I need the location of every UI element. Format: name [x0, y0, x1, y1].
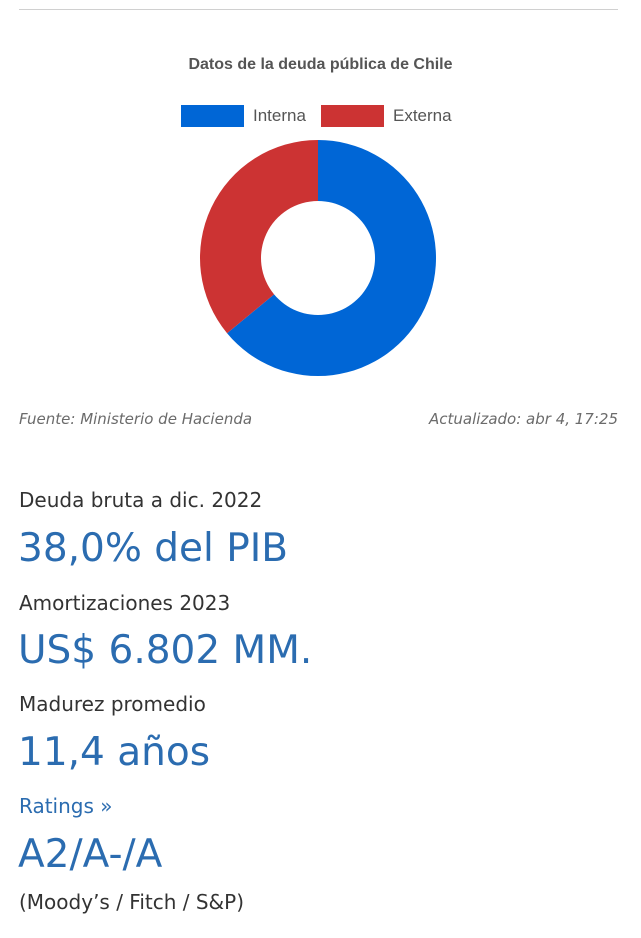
amortization-value: US$ 6.802 MM.: [18, 628, 313, 673]
slice-interna[interactable]: [227, 140, 436, 376]
legend-label-externa: Externa: [393, 106, 452, 125]
chart-title: Datos de la deuda pública de Chile: [188, 56, 453, 73]
ratings-agencies: (Moody’s / Fitch / S&P): [19, 890, 245, 914]
amortization-label: Amortizaciones 2023: [19, 591, 231, 615]
legend-label-interna: Interna: [253, 106, 306, 125]
ratings-value: A2/A-/A: [18, 832, 163, 877]
ratings-link[interactable]: Ratings »: [19, 794, 113, 818]
maturity-value: 11,4 años: [18, 730, 211, 775]
updated-timestamp: Actualizado: abr 4, 17:25: [429, 410, 618, 428]
maturity-label: Madurez promedio: [19, 692, 206, 716]
donut-chart: [200, 140, 436, 376]
source-note: Fuente: Ministerio de Hacienda: [19, 410, 253, 428]
debt-label: Deuda bruta a dic. 2022: [19, 488, 263, 512]
legend-swatch-externa: [321, 105, 384, 127]
top-divider: [19, 9, 618, 10]
slice-externa[interactable]: [200, 140, 318, 334]
legend-item-interna[interactable]: Interna: [181, 104, 306, 128]
legend-swatch-interna: [181, 105, 244, 127]
legend-item-externa[interactable]: Externa: [321, 104, 452, 128]
debt-value: 38,0% del PIB: [18, 526, 289, 571]
